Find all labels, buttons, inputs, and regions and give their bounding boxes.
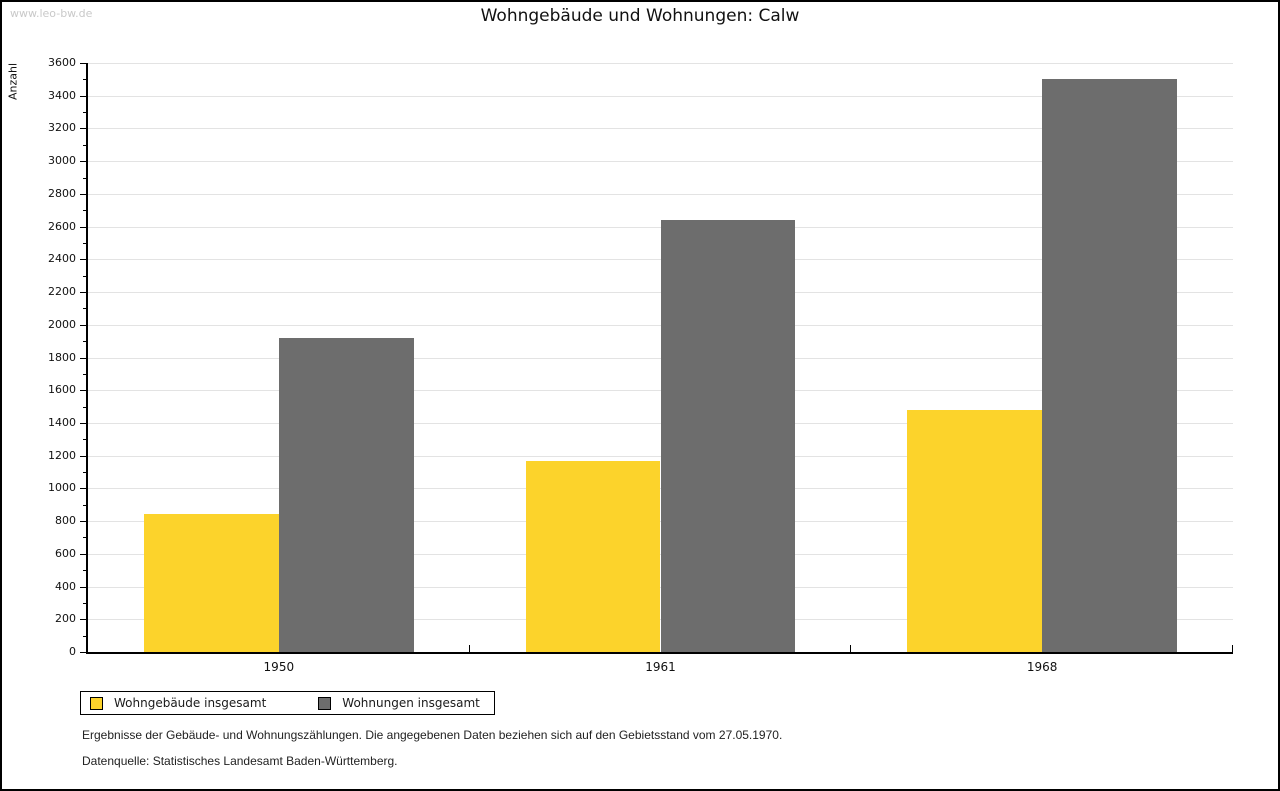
bar-1968-wohnungen <box>1042 79 1177 652</box>
y-tick-label: 3400 <box>48 88 76 102</box>
y-tick-minor <box>83 439 87 441</box>
y-tick-minor <box>83 635 87 637</box>
y-tick-minor <box>83 144 87 146</box>
x-tick-label: 1950 <box>263 660 295 674</box>
x-boundary-tick <box>468 645 470 652</box>
legend-swatch-yellow <box>90 696 103 710</box>
y-tick-minor <box>83 242 87 244</box>
y-tick-minor <box>83 537 87 539</box>
gridline <box>88 63 1233 64</box>
y-tick-label: 2400 <box>48 252 76 266</box>
y-tick-label: 2800 <box>48 186 76 200</box>
legend-swatch-gray <box>318 696 332 710</box>
plot-area: 0 200 400 600 800 1000 1200 1400 1600 1800 2000 220… <box>48 56 1233 674</box>
y-tick-minor <box>83 112 87 114</box>
footnote-datasource: Datenquelle: Statistisches Landesamt Bad… <box>82 754 398 768</box>
legend-item-wohngebaeude: Wohngebäude insgesamt <box>90 696 266 710</box>
y-tick-label: 2200 <box>48 285 76 299</box>
gridline <box>88 95 1233 97</box>
y-tick-label: 3600 <box>48 56 76 69</box>
y-tick-label: 800 <box>55 514 76 528</box>
legend-label: Wohngebäude insgesamt <box>114 696 267 710</box>
x-tick-label: 1961 <box>645 660 676 674</box>
footnote-source-note: Ergebnisse der Gebäude- und Wohnungszähl… <box>82 728 783 742</box>
y-tick-label: 0 <box>69 645 76 658</box>
bar-1961-wohngebaeude <box>525 460 661 652</box>
gridline <box>88 193 1233 195</box>
y-tick-major <box>80 488 87 490</box>
y-tick-major <box>80 324 87 326</box>
y-axis-label: Anzahl <box>6 62 20 101</box>
y-tick-major <box>80 161 87 163</box>
y-tick-major <box>80 292 87 294</box>
y-tick-minor <box>83 341 87 343</box>
y-tick-minor <box>83 406 87 408</box>
x-tick-label: 1968 <box>1026 660 1058 674</box>
y-tick-major <box>80 128 87 130</box>
chart-title: Wohngebäude und Wohnungen: Calw <box>480 6 800 26</box>
legend-item-wohnungen: Wohnungen insgesamt <box>318 696 480 710</box>
y-tick-label: 1600 <box>48 383 76 397</box>
x-boundary-tick <box>1232 645 1233 652</box>
y-tick-label: 1000 <box>48 481 76 495</box>
y-tick-label: 600 <box>55 546 76 560</box>
bar-1961-wohnungen <box>660 220 796 652</box>
y-tick-major <box>80 619 87 621</box>
y-tick-label: 2600 <box>48 219 76 233</box>
y-tick-minor <box>83 210 87 212</box>
gridline <box>88 161 1233 163</box>
y-tick-major <box>80 63 87 64</box>
y-tick-label: 400 <box>55 579 76 593</box>
y-tick-major <box>80 357 87 359</box>
y-tick-label: 1800 <box>48 350 76 364</box>
y-tick-major <box>80 455 87 457</box>
y-tick-major <box>80 226 87 228</box>
y-tick-major <box>80 586 87 588</box>
y-tick-major <box>80 422 87 424</box>
y-tick-major <box>80 95 87 97</box>
bar-1950-wohnungen <box>278 337 414 652</box>
y-tick-major <box>80 553 87 555</box>
y-tick-minor <box>83 177 87 179</box>
y-tick-major <box>80 259 87 261</box>
bar-1950-wohngebaeude <box>144 513 279 652</box>
y-tick-minor <box>83 79 87 81</box>
y-tick-minor <box>83 308 87 310</box>
y-tick-label: 1200 <box>48 448 76 462</box>
x-boundary-tick <box>850 645 852 652</box>
y-tick-label: 3000 <box>48 154 76 168</box>
y-tick-major <box>80 652 87 653</box>
y-tick-minor <box>83 472 87 474</box>
y-tick-label: 3200 <box>48 121 76 135</box>
watermark: www.leo-bw.de <box>10 7 93 20</box>
y-tick-major <box>80 390 87 392</box>
y-tick-minor <box>83 275 87 277</box>
y-tick-major <box>80 521 87 523</box>
legend: Wohngebäude insgesamt Wohnungen insgesam… <box>80 691 495 715</box>
y-tick-label: 200 <box>55 612 76 626</box>
legend-label: Wohnungen insgesamt <box>342 696 480 710</box>
bar-1968-wohngebaeude <box>907 409 1043 652</box>
y-tick-minor <box>83 504 87 506</box>
y-tick-major <box>80 193 87 195</box>
gridline <box>88 128 1233 130</box>
y-tick-label: 2000 <box>48 317 76 331</box>
y-tick-minor <box>83 602 87 604</box>
y-tick-minor <box>83 373 87 375</box>
y-tick-label: 1400 <box>48 415 76 429</box>
y-tick-minor <box>83 570 87 572</box>
